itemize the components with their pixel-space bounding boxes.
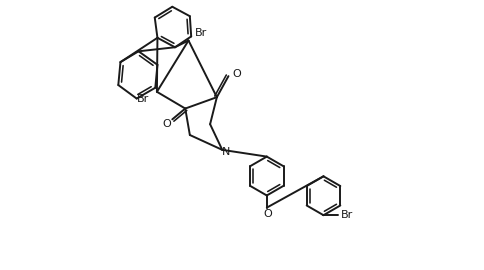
Text: O: O bbox=[162, 119, 170, 129]
Text: O: O bbox=[263, 209, 272, 220]
Text: N: N bbox=[222, 147, 230, 157]
Text: Br: Br bbox=[340, 210, 352, 220]
Text: Br: Br bbox=[195, 28, 207, 38]
Text: Br: Br bbox=[136, 94, 149, 104]
Text: O: O bbox=[232, 69, 241, 79]
